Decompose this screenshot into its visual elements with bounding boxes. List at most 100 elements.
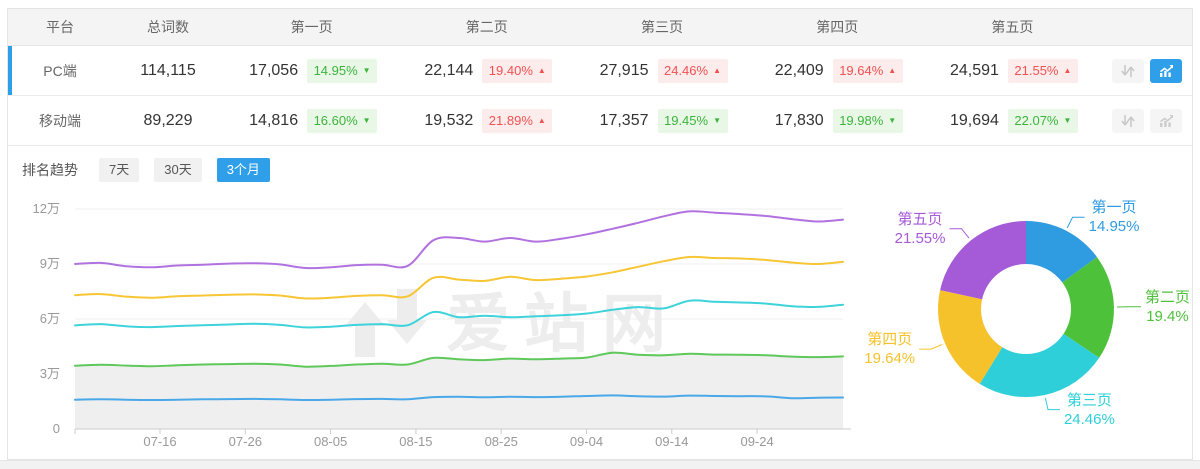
keyword-count: 19,532 (424, 111, 474, 129)
pie-label-line (949, 228, 970, 239)
change-badge: 21.55% ▲ (1007, 58, 1078, 83)
keyword-rank-panel: 平台 总词数 第一页 第二页 第三页 第四页 第五页 PC端 114,115 1… (7, 8, 1193, 460)
trend-arrow-icon: ▼ (888, 115, 897, 125)
trend-arrow-icon: ▼ (713, 115, 721, 125)
y-axis-label: 6万 (40, 311, 60, 326)
table-header-row: 平台 总词数 第一页 第二页 第三页 第四页 第五页 (8, 9, 1192, 46)
line-series-第五页 (74, 210, 844, 270)
platform-label: PC端 (43, 62, 77, 79)
watermark-text: 爱站网 (446, 288, 680, 360)
area-fill-第二页 (75, 352, 843, 429)
trend-arrow-icon: ▼ (362, 115, 371, 125)
change-badge: 14.95% ▼ (307, 58, 378, 83)
line-series-第二页 (74, 351, 844, 368)
row-actions (1100, 108, 1192, 133)
tab-30days[interactable]: 30天 (154, 158, 202, 182)
row-actions (1100, 58, 1192, 83)
page-cell: 17,830 19.98% ▼ (750, 108, 925, 133)
trend-arrow-icon: ▲ (713, 65, 721, 75)
pie-slice-第三页 (979, 333, 1100, 398)
page-cell: 27,915 24.46% ▲ (574, 58, 749, 83)
total-words-value: 89,229 (143, 111, 193, 129)
keyword-count: 17,830 (774, 111, 824, 129)
y-axis-label: 0 (53, 421, 60, 436)
change-badge: 19.64% ▲ (832, 58, 903, 83)
page-cell: 22,144 19.40% ▲ (399, 58, 574, 83)
keyword-count: 19,694 (949, 111, 999, 129)
watermark-logo-icon (345, 302, 385, 357)
table-row-pc[interactable]: PC端 114,115 17,056 14.95% ▼ 22,144 19.40%… (8, 46, 1192, 96)
keyword-count: 27,915 (599, 61, 649, 79)
trend-chart-icon[interactable] (1150, 108, 1183, 133)
trend-title: 排名趋势 (22, 162, 78, 178)
keyword-count: 22,409 (774, 61, 824, 79)
pie-label-第三页: 第三页 24.46% (1063, 391, 1115, 428)
page-cell: 22,409 19.64% ▲ (750, 58, 925, 83)
page-cell: 24,591 21.55% ▲ (925, 58, 1100, 83)
change-badge: 16.60% ▼ (307, 108, 378, 133)
pie-slice-第二页 (1062, 257, 1114, 358)
trend-arrow-icon: ▲ (537, 65, 546, 75)
x-axis-label: 09-14 (655, 434, 688, 449)
watermark-logo-icon (387, 289, 427, 344)
change-badge: 24.46% ▲ (657, 58, 728, 83)
pie-label-第四页: 第四页 19.64% (864, 331, 916, 368)
x-axis-label: 08-25 (485, 434, 518, 449)
change-badge: 19.98% ▼ (832, 108, 903, 133)
sort-icon[interactable] (1112, 108, 1145, 133)
page-cell: 17,357 19.45% ▼ (574, 108, 749, 133)
y-axis-label: 12万 (33, 201, 60, 216)
keyword-count: 22,144 (424, 61, 474, 79)
line-series-第四页 (74, 255, 844, 300)
trend-arrow-icon: ▼ (1063, 115, 1072, 125)
trend-chart-icon[interactable] (1150, 58, 1183, 83)
page-cell: 19,532 21.89% ▲ (399, 108, 574, 133)
keyword-count: 17,357 (599, 111, 649, 129)
page-background-strip (0, 460, 1200, 469)
header-page-2: 第二页 (465, 19, 508, 35)
tab-7days[interactable]: 7天 (99, 158, 140, 182)
change-badge: 19.45% ▼ (657, 108, 728, 133)
page-cell: 17,056 14.95% ▼ (224, 58, 399, 83)
change-badge: 22.07% ▼ (1007, 108, 1078, 133)
tab-3months[interactable]: 3个月 (216, 158, 270, 182)
trend-arrow-icon: ▼ (362, 65, 371, 75)
page-cell: 14,816 16.60% ▼ (224, 108, 399, 133)
page-distribution-donut: 第一页 14.95% 第二页 19.4% 第三页 24.46% 第四页 19.64% 第五页 21… (860, 194, 1192, 456)
x-axis-label: 08-05 (314, 434, 347, 449)
y-axis-label: 9万 (40, 256, 60, 271)
header-page-5: 第五页 (991, 19, 1034, 35)
header-platform: 平台 (46, 19, 74, 35)
rank-trend-line-chart: 爱站网 07-16 07-26 08-05 08-15 08-25 09-04 09-14 0 9… (33, 201, 851, 449)
pie-slice-第一页 (1026, 221, 1097, 283)
pie-label-第二页: 第二页 19.4% (1144, 288, 1190, 325)
keyword-count: 14,816 (249, 111, 299, 129)
trend-header: 排名趋势 7天 30天 3个月 (8, 146, 1192, 182)
x-axis-label: 07-16 (143, 434, 176, 449)
header-total-words: 总词数 (147, 19, 189, 35)
keyword-count: 24,591 (949, 61, 999, 79)
header-page-1: 第一页 (290, 19, 333, 35)
pie-label-第五页: 第五页 21.55% (894, 210, 946, 247)
keyword-count: 17,056 (249, 61, 299, 79)
trend-arrow-icon: ▲ (888, 65, 897, 75)
x-axis-label: 08-15 (399, 434, 432, 449)
x-axis-label: 07-26 (229, 434, 262, 449)
pie-label-line (919, 344, 943, 350)
pie-label-第一页: 第一页 14.95% (1088, 199, 1140, 236)
header-page-3: 第三页 (641, 19, 683, 35)
sort-icon[interactable] (1112, 58, 1145, 83)
trend-arrow-icon: ▲ (1063, 65, 1072, 75)
y-axis-label: 3万 (40, 366, 60, 381)
pie-label-line (1066, 216, 1085, 229)
table-row-mobile[interactable]: 移动端 89,229 14,816 16.60% ▼ 19,532 21.89% ▲… (8, 96, 1192, 146)
pie-slice-第五页 (940, 221, 1026, 300)
line-series-第三页 (74, 299, 844, 329)
platform-label: 移动端 (39, 112, 81, 129)
change-badge: 21.89% ▲ (482, 108, 553, 133)
x-axis-label: 09-04 (570, 434, 603, 449)
change-badge: 19.40% ▲ (482, 58, 553, 83)
pie-label-line (1044, 397, 1060, 411)
page-cell: 19,694 22.07% ▼ (925, 108, 1100, 133)
trend-arrow-icon: ▲ (537, 115, 546, 125)
